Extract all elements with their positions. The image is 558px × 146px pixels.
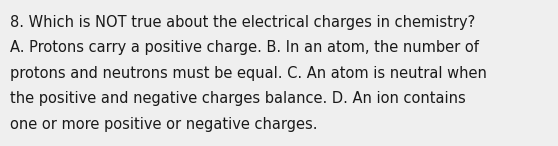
Text: one or more positive or negative charges.: one or more positive or negative charges… bbox=[10, 117, 318, 132]
Text: protons and neutrons must be equal. C. An atom is neutral when: protons and neutrons must be equal. C. A… bbox=[10, 66, 487, 81]
Text: A. Protons carry a positive charge. B. In an atom, the number of: A. Protons carry a positive charge. B. I… bbox=[10, 40, 479, 55]
Text: 8. Which is NOT true about the electrical charges in chemistry?: 8. Which is NOT true about the electrica… bbox=[10, 15, 475, 30]
Text: the positive and negative charges balance. D. An ion contains: the positive and negative charges balanc… bbox=[10, 91, 466, 106]
